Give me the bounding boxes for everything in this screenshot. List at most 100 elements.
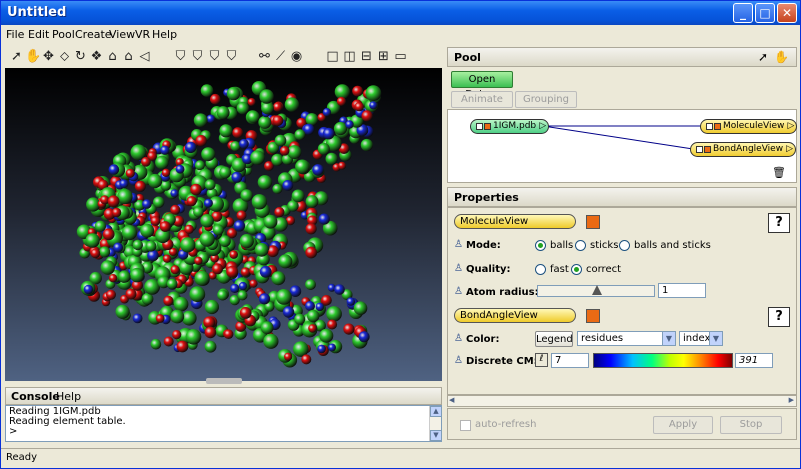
layout-other-icon[interactable]: ▭ <box>394 49 407 64</box>
status-bar: Ready <box>1 448 800 468</box>
rotate-icon[interactable]: ↻ <box>75 49 86 64</box>
apply-button[interactable]: Apply <box>653 416 713 434</box>
move-icon[interactable]: ✥ <box>43 49 54 64</box>
console-scrollbar[interactable]: ▲ ▼ <box>429 406 441 441</box>
title-bar[interactable]: Untitled _ □ ✕ <box>1 1 800 25</box>
menu-vr[interactable]: VR <box>135 28 151 41</box>
edit-colormap-icon[interactable]: ℓ <box>535 353 548 367</box>
atom <box>308 324 317 333</box>
dolly-icon[interactable]: ❖ <box>90 49 103 64</box>
camera-iso-icon[interactable]: ⛉ <box>226 49 237 64</box>
module-bond-angle-view[interactable]: BondAngleView <box>454 308 576 323</box>
port-icon[interactable]: ♙ <box>454 286 463 297</box>
atom <box>226 228 238 239</box>
grouping-button[interactable]: Grouping <box>515 91 577 108</box>
legend-button[interactable]: Legend <box>535 331 573 347</box>
scroll-down-arrow-icon[interactable]: ▼ <box>430 430 441 441</box>
layout-quad-icon[interactable]: ⊞ <box>378 49 389 64</box>
measure-3d-icon[interactable]: ⟋ <box>275 49 286 64</box>
auto-refresh-checkbox[interactable] <box>460 420 471 431</box>
scroll-right-arrow-icon[interactable]: ▶ <box>788 396 794 404</box>
colormap-min-input[interactable]: 7 <box>551 353 589 368</box>
chevron-down-icon[interactable]: ▼ <box>709 332 722 345</box>
atom <box>315 302 325 312</box>
mode-balls-and-sticks-radio[interactable] <box>619 240 630 251</box>
port-icon[interactable]: ♙ <box>454 239 463 250</box>
properties-title: Properties <box>454 191 519 204</box>
bond-angle-view-help-button[interactable]: ? <box>768 307 790 327</box>
camera-x-icon[interactable]: ⛉ <box>175 49 186 64</box>
menu-edit[interactable]: Edit <box>28 28 50 41</box>
camera-y-icon[interactable]: ⛉ <box>192 49 203 64</box>
port-icon[interactable]: ♙ <box>454 333 463 344</box>
quality-correct-radio[interactable] <box>571 264 582 275</box>
pointer-icon[interactable]: ➚ <box>758 50 769 64</box>
molecule-view-color-swatch[interactable] <box>586 215 600 229</box>
mode-balls-radio[interactable] <box>535 240 546 251</box>
set-home-icon[interactable]: ⌂ <box>124 49 133 64</box>
pool-node-bond-angle-view[interactable]: BondAngleView ▷ <box>690 142 797 157</box>
port-icon[interactable]: ♙ <box>454 263 463 274</box>
pointer-icon[interactable]: ➚ <box>11 49 22 64</box>
atom <box>251 194 268 210</box>
port-icon[interactable]: ♙ <box>454 355 463 366</box>
stop-button[interactable]: Stop <box>720 416 782 434</box>
maximize-button[interactable]: □ <box>755 3 775 23</box>
output-port-icon[interactable]: ▷ <box>539 121 547 131</box>
module-molecule-view[interactable]: MoleculeView <box>454 214 576 229</box>
color-select[interactable]: residues ▼ <box>577 331 676 346</box>
fly-icon[interactable]: ⬦ <box>59 49 70 64</box>
slider-thumb[interactable] <box>592 285 602 295</box>
atom <box>307 309 320 323</box>
chevron-down-icon[interactable]: ▼ <box>662 332 675 345</box>
console-output[interactable]: Reading 1IGM.pdb Reading element table. … <box>5 405 442 442</box>
console-title: Console <box>11 390 60 403</box>
output-port-icon[interactable]: ▷ <box>787 121 795 131</box>
colormap-bar[interactable] <box>593 353 733 368</box>
pool-node-molecule-view[interactable]: MoleculeView ▷ <box>700 119 798 134</box>
bond-angle-view-color-swatch[interactable] <box>586 309 600 323</box>
scroll-left-arrow-icon[interactable]: ◀ <box>449 396 455 404</box>
menu-file[interactable]: File <box>6 28 25 41</box>
snapshot-icon[interactable]: ◉ <box>290 49 303 64</box>
menu-help[interactable]: Help <box>152 28 178 41</box>
viewer-splitter-handle[interactable] <box>206 378 242 384</box>
camera-z-icon[interactable]: ⛉ <box>209 49 220 64</box>
atom-radius-input[interactable]: 1 <box>658 283 706 298</box>
trash-icon[interactable]: 🗑 <box>772 166 786 179</box>
console-help[interactable]: Help <box>56 390 82 403</box>
quality-fast-radio[interactable] <box>535 264 546 275</box>
menu-pool[interactable]: Pool <box>52 28 75 41</box>
menu-view[interactable]: View <box>109 28 136 41</box>
colormap-max-input[interactable]: 391 <box>735 353 773 368</box>
pool-graph-area[interactable]: 1IGM.pdb ▷ MoleculeView ▷ BondAngleView … <box>447 109 798 183</box>
hand-icon[interactable]: ✋ <box>774 50 789 64</box>
atom <box>203 316 216 329</box>
open-data-button[interactable]: Open Data... <box>451 71 513 100</box>
atom <box>264 161 274 171</box>
atom-radius-slider[interactable] <box>537 285 655 297</box>
measure-2d-icon[interactable]: ⚯ <box>259 49 270 64</box>
minimize-button[interactable]: _ <box>733 3 753 23</box>
atom <box>321 295 332 306</box>
atom <box>219 166 232 179</box>
properties-horizontal-scrollbar[interactable]: ◀ ▶ <box>447 395 797 407</box>
animate-button[interactable]: Animate <box>451 91 513 108</box>
color-index-select[interactable]: index ▼ <box>679 331 723 346</box>
output-port-icon[interactable]: ▷ <box>786 144 794 154</box>
atom <box>176 340 189 353</box>
mode-sticks-radio[interactable] <box>575 240 586 251</box>
molecule-view-help-button[interactable]: ? <box>768 213 790 233</box>
scroll-up-arrow-icon[interactable]: ▲ <box>430 406 441 417</box>
close-button[interactable]: ✕ <box>777 3 797 23</box>
home-icon[interactable]: ⌂ <box>108 49 117 64</box>
menu-create[interactable]: Create <box>75 28 112 41</box>
pool-node-source[interactable]: 1IGM.pdb ▷ <box>470 119 550 134</box>
view-all-icon[interactable]: ◁ <box>139 49 150 64</box>
layout-single-icon[interactable]: □ <box>326 49 339 64</box>
layout-vertical-icon[interactable]: ◫ <box>343 49 356 64</box>
hand-icon[interactable]: ✋ <box>25 49 42 64</box>
layout-horizontal-icon[interactable]: ⊟ <box>361 49 372 64</box>
molecule-3d-viewer[interactable] <box>5 68 442 381</box>
